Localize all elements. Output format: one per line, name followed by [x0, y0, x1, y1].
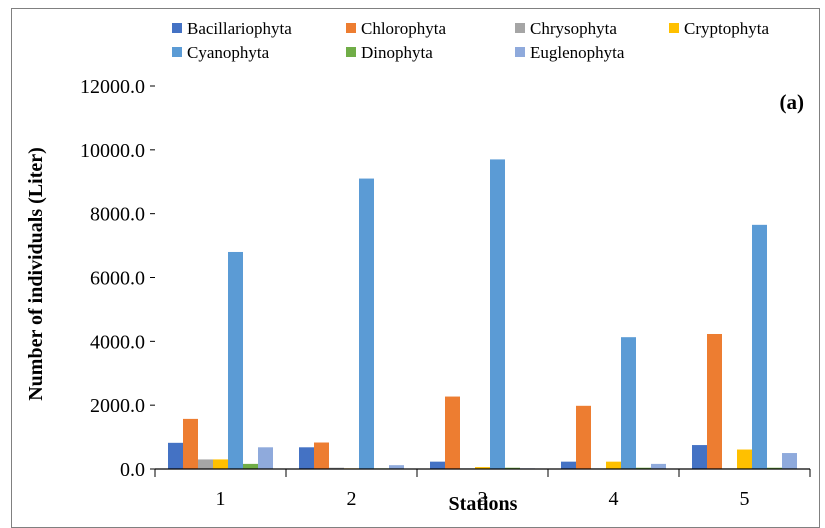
- legend-swatch-cyanophyta: [172, 47, 182, 57]
- bar-cyanophyta-station-5: [752, 224, 767, 469]
- legend-swatch-chlorophyta: [346, 23, 356, 33]
- bar-bacillariophyta-station-4: [561, 461, 576, 469]
- bar-euglenophyta-station-1: [258, 447, 273, 469]
- y-tick-label: 6000.0: [90, 268, 145, 290]
- legend-swatch-dinophyta: [346, 47, 356, 57]
- bar-bacillariophyta-station-5: [692, 445, 707, 469]
- y-tick-label: 4000.0: [90, 331, 145, 353]
- bar-euglenophyta-station-4: [651, 463, 666, 469]
- legend-swatch-bacillariophyta: [172, 23, 182, 33]
- bar-bacillariophyta-station-1: [168, 442, 183, 469]
- bar-cryptophyta-station-5: [737, 449, 752, 469]
- bar-dinophyta-station-5: [767, 467, 782, 469]
- x-tick-label-4: 4: [609, 488, 619, 510]
- chart-frame: [11, 8, 820, 528]
- bar-chlorophyta-station-4: [576, 405, 591, 469]
- bar-chart: Number of individuals (Liter) Stations (…: [25, 19, 811, 515]
- panel-label: (a): [780, 90, 805, 114]
- bar-chlorophyta-station-1: [183, 418, 198, 469]
- legend-label-cryptophyta: Cryptophyta: [684, 19, 769, 38]
- y-tick-label: 2000.0: [90, 395, 145, 417]
- x-tick-label-2: 2: [347, 488, 357, 510]
- legend-label-cyanophyta: Cyanophyta: [187, 43, 270, 62]
- bar-cyanophyta-station-4: [621, 337, 636, 469]
- bar-chrysophyta-station-1: [198, 459, 213, 469]
- bar-cyanophyta-station-3: [490, 159, 505, 470]
- x-tick-label-5: 5: [740, 488, 750, 510]
- legend-label-chlorophyta: Chlorophyta: [361, 19, 446, 38]
- bar-euglenophyta-station-5: [782, 453, 797, 469]
- bar-dinophyta-station-1: [243, 463, 258, 469]
- bar-chlorophyta-station-2: [314, 442, 329, 469]
- bar-chlorophyta-station-5: [707, 333, 722, 469]
- y-tick-label: 10000.0: [80, 140, 145, 162]
- legend-swatch-chrysophyta: [515, 23, 525, 33]
- bar-cyanophyta-station-2: [359, 178, 374, 469]
- y-axis-title: Number of individuals (Liter): [25, 147, 47, 401]
- bar-bacillariophyta-station-2: [299, 447, 314, 469]
- bar-cryptophyta-station-1: [213, 459, 228, 469]
- bar-dinophyta-station-4: [636, 467, 651, 469]
- bar-chrysophyta-station-2: [329, 467, 344, 469]
- bar-cryptophyta-station-4: [606, 461, 621, 469]
- legend-label-bacillariophyta: Bacillariophyta: [187, 19, 292, 38]
- bar-cyanophyta-station-1: [228, 251, 243, 469]
- legend-label-dinophyta: Dinophyta: [361, 43, 433, 62]
- bar-euglenophyta-station-2: [389, 465, 404, 469]
- bar-bacillariophyta-station-3: [430, 461, 445, 469]
- x-axis-title: Stations: [449, 493, 518, 515]
- legend-swatch-cryptophyta: [669, 23, 679, 33]
- y-tick-label: 0.0: [120, 459, 145, 481]
- bar-cryptophyta-station-3: [475, 467, 490, 469]
- bar-chlorophyta-station-3: [445, 396, 460, 469]
- bar-dinophyta-station-3: [505, 467, 520, 469]
- y-tick-label: 12000.0: [80, 76, 145, 98]
- legend-label-euglenophyta: Euglenophyta: [530, 43, 625, 62]
- legend-label-chrysophyta: Chrysophyta: [530, 19, 617, 38]
- x-tick-label-1: 1: [216, 488, 226, 510]
- legend-swatch-euglenophyta: [515, 47, 525, 57]
- x-tick-label-3: 3: [478, 488, 488, 510]
- y-tick-label: 8000.0: [90, 204, 145, 226]
